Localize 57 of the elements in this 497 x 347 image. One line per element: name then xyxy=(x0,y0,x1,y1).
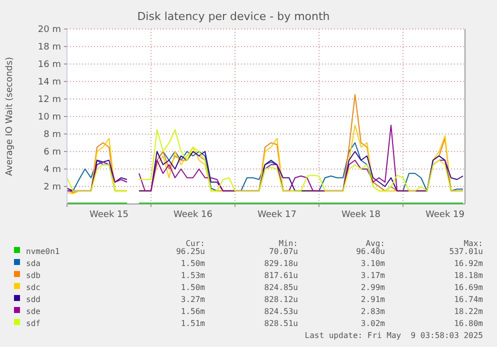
text: 70.07u xyxy=(269,247,298,256)
text: 3.10m xyxy=(360,259,386,268)
text: 18.22m xyxy=(454,307,484,316)
y-tick-label: 16 m xyxy=(38,60,61,70)
y-tick-label: 14 m xyxy=(38,78,61,88)
text: 16.74m xyxy=(454,295,484,304)
x-tick-label: Week 16 xyxy=(174,210,213,220)
y-tick-label: 12 m xyxy=(38,95,61,105)
text: Avg: xyxy=(366,239,385,248)
text: 18.18m xyxy=(454,271,484,280)
text: 3.17m xyxy=(360,271,386,280)
text: 2.83m xyxy=(360,307,386,316)
text: 828.51u xyxy=(264,319,298,328)
text: 817.61u xyxy=(264,271,298,280)
legend-label: sdc xyxy=(26,283,41,292)
text: Cur: xyxy=(186,239,205,248)
text: 824.85u xyxy=(264,283,298,292)
text: 96.25u xyxy=(176,247,206,256)
y-tick-label: 2 m xyxy=(44,182,61,192)
y-tick-label: 10 m xyxy=(38,112,61,122)
legend-label: sdd xyxy=(26,295,41,304)
text: Min: xyxy=(278,239,298,248)
text: 1.50m xyxy=(180,259,206,268)
text: 96.40u xyxy=(356,247,386,256)
y-tick-label: 8 m xyxy=(44,130,61,140)
text: 3.27m xyxy=(180,295,206,304)
text: Max: xyxy=(464,239,483,248)
text: 16.69m xyxy=(454,283,484,292)
legend-label: sda xyxy=(26,259,41,268)
text: Last update: Fri May 9 03:58:03 2025 xyxy=(304,331,484,340)
y-tick-label: 18 m xyxy=(38,42,61,52)
text: 828.12u xyxy=(264,295,298,304)
text: 16.92m xyxy=(454,259,484,268)
text: 829.18u xyxy=(264,259,298,268)
text: 1.56m xyxy=(180,307,206,316)
text: 3.02m xyxy=(360,319,386,328)
x-tick-label: Week 17 xyxy=(258,210,296,220)
y-tick-label: 20 m xyxy=(38,25,61,35)
chart-title: Disk latency per device - by month xyxy=(137,10,330,23)
text: 824.53u xyxy=(264,307,298,316)
y-tick-label: 6 m xyxy=(44,148,61,158)
text: 1.50m xyxy=(180,283,206,292)
text: 1.53m xyxy=(180,271,206,280)
text: 16.80m xyxy=(454,319,484,328)
x-tick-label: Week 19 xyxy=(426,210,465,220)
legend-label: nvme0n1 xyxy=(26,247,60,256)
text: 2.99m xyxy=(360,283,386,292)
x-tick-label: Week 18 xyxy=(342,210,381,220)
text: 537.01u xyxy=(449,247,484,256)
text: 1.51m xyxy=(180,319,206,328)
y-tick-label: 4 m xyxy=(44,165,61,175)
legend-label: sdb xyxy=(26,271,41,280)
x-tick-label: Week 15 xyxy=(90,210,128,220)
legend-label: sde xyxy=(26,307,41,316)
legend-label: sdf xyxy=(26,319,41,328)
text: 2.91m xyxy=(360,295,386,304)
y-axis-title: Average IO Wait (seconds) xyxy=(5,57,15,176)
